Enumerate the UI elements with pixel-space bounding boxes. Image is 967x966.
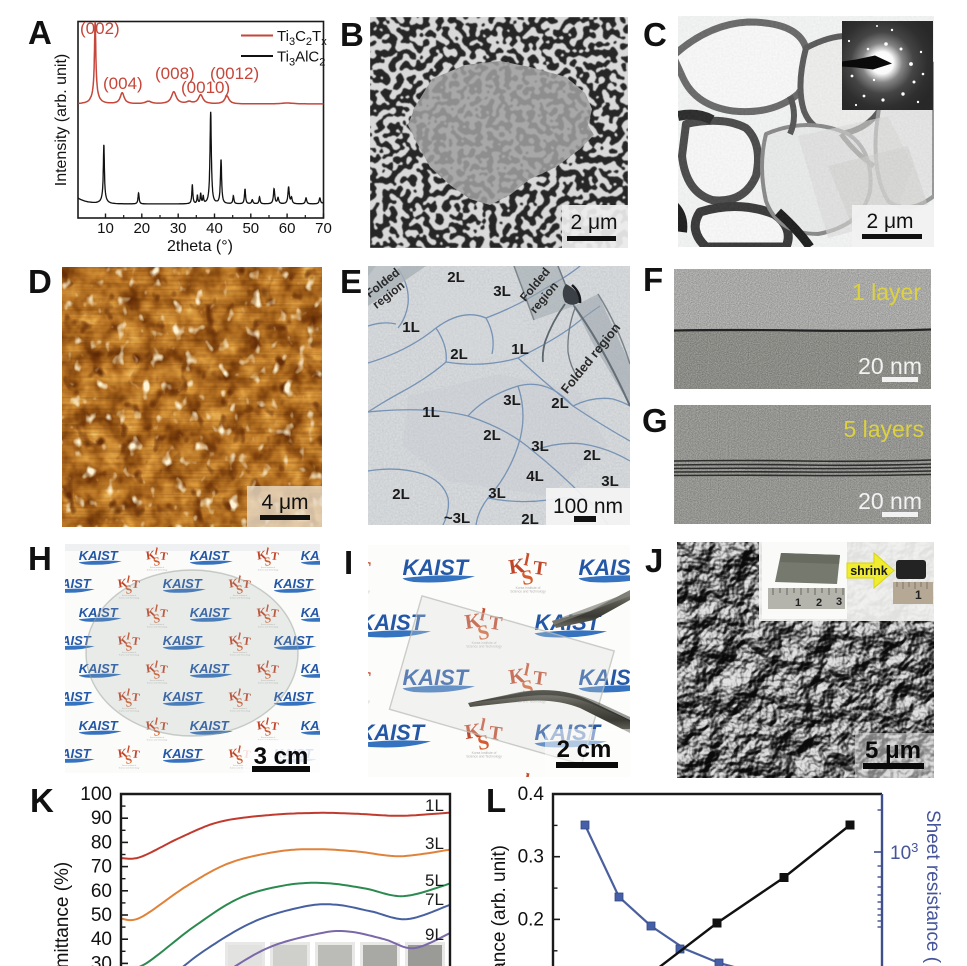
svg-text:3L: 3L <box>488 485 506 502</box>
svg-text:1 layer: 1 layer <box>852 279 921 305</box>
svg-text:60: 60 <box>279 220 296 237</box>
svg-text:100 nm: 100 nm <box>553 495 623 518</box>
svg-text:Transmittance (%): Transmittance (%) <box>52 862 73 966</box>
svg-text:(004): (004) <box>103 74 143 93</box>
svg-text:20 nm: 20 nm <box>858 353 922 379</box>
svg-text:1L: 1L <box>422 404 440 421</box>
svg-text:(0012): (0012) <box>210 64 259 83</box>
svg-text:2theta (°): 2theta (°) <box>167 238 233 255</box>
svg-text:4L: 4L <box>526 468 544 485</box>
svg-text:0.2: 0.2 <box>518 909 544 930</box>
svg-text:2: 2 <box>816 597 822 609</box>
svg-text:1L: 1L <box>511 341 529 358</box>
svg-text:60: 60 <box>91 881 112 902</box>
svg-text:30: 30 <box>91 953 112 966</box>
svg-text:4 μm: 4 μm <box>261 491 308 514</box>
svg-text:30: 30 <box>170 220 187 237</box>
svg-text:9L: 9L <box>425 925 444 944</box>
svg-text:3L: 3L <box>493 283 511 300</box>
svg-text:2 μm: 2 μm <box>866 210 913 233</box>
svg-text:~3L: ~3L <box>444 510 470 525</box>
svg-text:(0010): (0010) <box>181 78 230 97</box>
svg-text:50: 50 <box>91 905 112 926</box>
svg-text:3: 3 <box>836 596 842 608</box>
svg-text:2L: 2L <box>392 486 410 503</box>
svg-text:70: 70 <box>91 857 112 878</box>
svg-text:3 cm: 3 cm <box>254 743 309 770</box>
svg-text:Sheet resistance (: Sheet resistance ( <box>922 810 943 964</box>
svg-text:40: 40 <box>206 220 223 237</box>
svg-text:3L: 3L <box>531 438 549 455</box>
svg-text:shrink: shrink <box>850 564 888 578</box>
svg-text:5 layers: 5 layers <box>843 416 924 442</box>
svg-text:2L: 2L <box>551 395 569 412</box>
svg-text:Absorbance (arb. unit): Absorbance (arb. unit) <box>489 845 510 966</box>
svg-text:40: 40 <box>91 929 112 950</box>
svg-text:(002): (002) <box>80 19 120 38</box>
svg-text:1: 1 <box>915 588 922 602</box>
svg-text:1L: 1L <box>402 319 420 336</box>
svg-text:Intensity (arb. unit): Intensity (arb. unit) <box>53 54 70 187</box>
svg-text:100: 100 <box>80 784 112 805</box>
svg-text:3L: 3L <box>425 834 444 853</box>
svg-text:20: 20 <box>133 220 150 237</box>
svg-text:5L: 5L <box>425 871 444 890</box>
svg-text:3L: 3L <box>503 392 521 409</box>
svg-text:0.3: 0.3 <box>518 847 544 868</box>
svg-text:2L: 2L <box>521 511 539 525</box>
svg-text:70: 70 <box>315 220 332 237</box>
svg-text:2L: 2L <box>450 346 468 363</box>
svg-text:2L: 2L <box>483 427 501 444</box>
svg-text:2 μm: 2 μm <box>570 211 617 234</box>
svg-text:5 μm: 5 μm <box>865 737 921 764</box>
svg-text:7L: 7L <box>425 890 444 909</box>
svg-text:0.4: 0.4 <box>518 784 545 805</box>
svg-text:103: 103 <box>890 840 918 864</box>
svg-text:20 nm: 20 nm <box>858 488 922 514</box>
svg-text:1: 1 <box>795 597 801 609</box>
svg-text:2L: 2L <box>583 447 601 464</box>
svg-text:1L: 1L <box>425 796 444 815</box>
svg-text:50: 50 <box>242 220 259 237</box>
svg-text:2 cm: 2 cm <box>557 736 612 763</box>
svg-text:2L: 2L <box>447 269 465 286</box>
svg-text:10: 10 <box>97 220 114 237</box>
svg-text:80: 80 <box>91 832 112 853</box>
svg-text:3L: 3L <box>601 473 619 490</box>
svg-text:(008): (008) <box>155 64 195 83</box>
svg-text:90: 90 <box>91 808 112 829</box>
